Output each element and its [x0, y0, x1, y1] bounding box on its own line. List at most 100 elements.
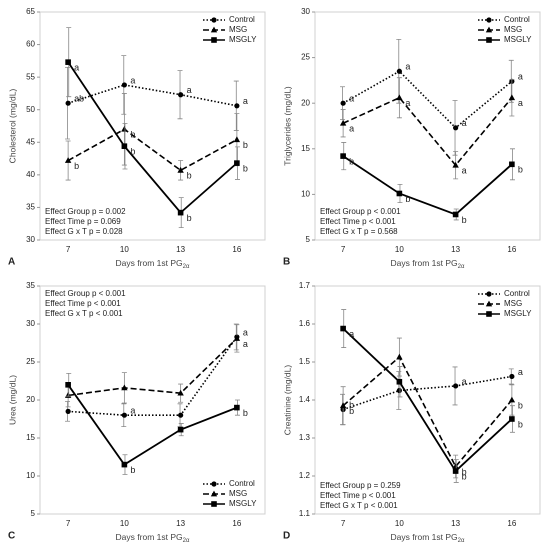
marker [121, 82, 127, 88]
marker [178, 92, 184, 98]
marker [65, 100, 71, 106]
group-letter: b [130, 465, 135, 475]
x-axis-label-sub: 2α [458, 538, 465, 544]
x-tick-label: 10 [120, 519, 129, 528]
series-line [67, 384, 238, 466]
y-axis-label: Triglycerides (mg/dL) [282, 86, 292, 166]
y-tick-label: 1.2 [299, 471, 311, 480]
group-letter: a [130, 406, 135, 416]
marker [64, 157, 72, 163]
marker [452, 211, 459, 218]
annotation: Effect G x T p < 0.001 [45, 309, 123, 318]
legend-label: Control [229, 479, 255, 488]
marker [178, 412, 184, 418]
y-tick-label: 30 [301, 7, 310, 16]
plot-frame [39, 11, 266, 241]
annotation: Effect Time p = 0.069 [45, 217, 121, 226]
group-letter: a [518, 72, 523, 82]
group-letter: a [405, 62, 410, 72]
chart-panel: 5 10 15 20 25 30 35 7 10 13 16 Urea (mg/dL) Days fro… [7, 281, 266, 544]
plot-frame [314, 11, 541, 241]
y-tick-label: 50 [26, 105, 35, 114]
marker [486, 311, 492, 317]
x-axis-label: Days from 1st PG2α [116, 532, 190, 543]
group-letter: b [462, 467, 467, 477]
series-line [68, 336, 238, 416]
annotation: Effect Time p < 0.001 [45, 299, 121, 308]
y-tick-label: 20 [26, 395, 35, 404]
panel-letter: D [283, 531, 290, 542]
annotation: Effect Group p = 0.259 [320, 481, 401, 490]
marker [65, 382, 71, 388]
marker [211, 37, 217, 43]
panel-letter: C [8, 531, 15, 542]
y-tick-label: 10 [301, 190, 310, 199]
marker [121, 412, 127, 418]
x-tick-label: 13 [176, 245, 185, 254]
x-tick-label: 10 [395, 245, 404, 254]
marker [340, 100, 346, 106]
marker [177, 426, 184, 433]
marker [453, 125, 459, 131]
series-line [67, 61, 238, 214]
marker [340, 325, 346, 332]
group-letter: ab [74, 94, 84, 104]
marker [339, 119, 347, 126]
marker [396, 378, 403, 385]
legend-label: Control [229, 15, 255, 24]
marker [210, 490, 218, 497]
group-letter: b [462, 215, 467, 225]
legend-label: MSGLY [504, 309, 532, 318]
group-letter: a [243, 96, 248, 106]
series-line [342, 327, 513, 473]
marker [233, 335, 241, 341]
y-tick-label: 1.1 [299, 509, 311, 518]
group-letter: b [130, 147, 135, 157]
annotation: Effect G x T p = 0.028 [45, 227, 123, 236]
x-axis-label-main: Days from 1st PG [116, 258, 183, 268]
annotation: Effect G x T p = 0.568 [320, 227, 398, 236]
x-axis-label: Days from 1st PG2α [116, 258, 190, 269]
y-axis-label: Cholesterol (mg/dL) [7, 89, 17, 164]
y-tick-label: 30 [26, 319, 35, 328]
series-line [68, 337, 238, 397]
group-letter: a [187, 85, 192, 95]
y-tick-label: 20 [301, 98, 310, 107]
y-tick-label: 35 [26, 281, 35, 290]
marker [210, 26, 218, 33]
legend-label: MSG [504, 25, 522, 34]
y-axis-label: Urea (mg/dL) [7, 375, 17, 425]
group-letter: b [518, 400, 523, 410]
y-tick-label: 25 [301, 53, 310, 62]
annotation: Effect Group p < 0.001 [320, 207, 401, 216]
series-line [67, 128, 238, 172]
group-letter: a [462, 166, 467, 176]
marker [486, 291, 492, 297]
x-tick-label: 13 [451, 245, 460, 254]
x-tick-label: 7 [66, 245, 71, 254]
y-tick-label: 1.3 [299, 433, 311, 442]
group-letter: a [130, 75, 135, 85]
marker [486, 17, 492, 23]
y-tick-label: 45 [26, 137, 35, 146]
marker [339, 402, 347, 409]
y-axis-label: Creatinine (mg/dL) [282, 365, 292, 436]
marker [396, 387, 402, 394]
group-letter: b [187, 213, 192, 223]
group-letter: b [243, 164, 248, 174]
legend-label: Control [504, 289, 530, 298]
x-tick-label: 16 [507, 519, 516, 528]
group-letter: b [405, 194, 410, 204]
group-letter: b [187, 171, 192, 181]
marker [211, 481, 217, 487]
x-tick-label: 10 [395, 519, 404, 528]
legend-label: MSG [504, 299, 522, 308]
x-tick-label: 10 [120, 245, 129, 254]
x-tick-label: 13 [451, 519, 460, 528]
marker [452, 161, 459, 168]
y-tick-label: 55 [26, 72, 35, 81]
marker [121, 384, 128, 391]
y-tick-label: 1.4 [299, 395, 311, 404]
marker [211, 501, 217, 507]
annotation: Effect Time p < 0.001 [320, 491, 396, 500]
